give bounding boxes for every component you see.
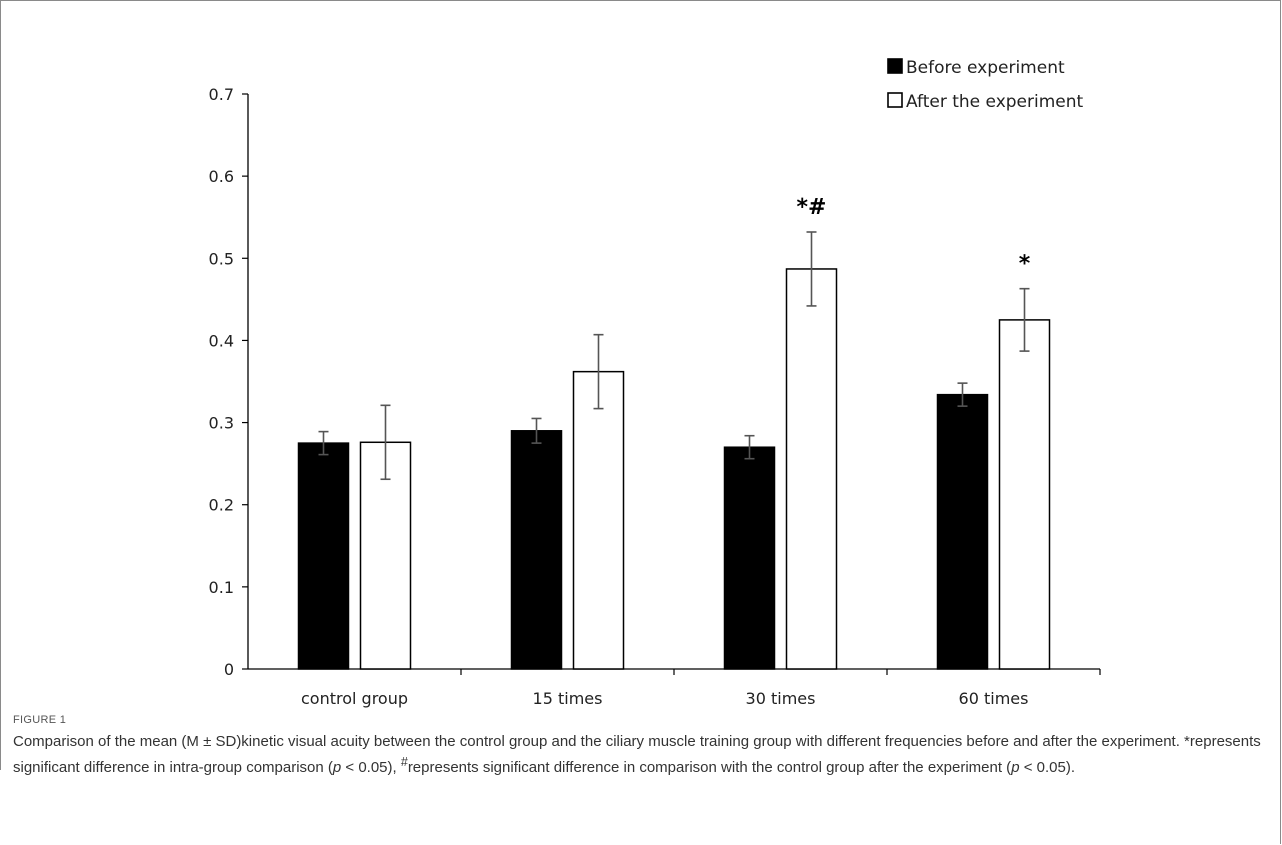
chart-axes: 0 0.1 0.2 0.3 0.4 0.5 0.6 0.7 control group 15 ti…	[209, 85, 1101, 708]
x-tick-label: 15 times	[533, 689, 603, 708]
bar	[998, 319, 1051, 670]
caption-text-3: represents significant difference in com…	[407, 759, 1012, 776]
y-tick-label: 0.7	[209, 85, 234, 104]
y-tick-label: 0.6	[209, 167, 234, 186]
legend-swatch	[887, 58, 903, 74]
y-tick-label: 0.4	[209, 331, 234, 350]
y-tick-label: 0.2	[209, 496, 234, 515]
caption-text-4: < 0.05).	[1019, 759, 1075, 776]
y-tick-label: 0.5	[209, 249, 234, 268]
figure-label: FIGURE 1	[13, 714, 67, 726]
bar	[510, 430, 563, 670]
bar	[297, 442, 350, 670]
significance-marker: *	[1019, 252, 1031, 277]
caption-p-symbol-1: p	[332, 759, 342, 776]
significance-marker: *#	[797, 195, 827, 220]
x-tick-label: control group	[301, 689, 408, 708]
bar	[572, 370, 625, 670]
chart-legend: Before experiment After the experiment	[887, 58, 1084, 112]
x-tick-label: 60 times	[959, 689, 1029, 708]
figure-frame-left-border	[0, 0, 1, 770]
caption-text-1: Comparison of the mean (M ± SD)kinetic v…	[13, 733, 1261, 776]
caption-hash-symbol: #	[400, 755, 408, 769]
legend-label: Before experiment	[906, 58, 1065, 78]
caption-text-2: < 0.05),	[341, 759, 401, 776]
bar	[359, 441, 412, 670]
x-tick-label: 30 times	[746, 689, 816, 708]
y-tick-label: 0.1	[209, 578, 234, 597]
legend-label: After the experiment	[906, 92, 1084, 112]
figure-caption: FIGURE 1 Comparison of the mean (M ± SD)…	[13, 714, 1263, 778]
bar	[936, 393, 989, 670]
y-tick-label: 0	[224, 660, 234, 679]
bar	[785, 268, 838, 670]
y-tick-label: 0.3	[209, 414, 234, 433]
bar-chart: 0 0.1 0.2 0.3 0.4 0.5 0.6 0.7 control group 15 ti…	[209, 58, 1101, 708]
legend-swatch	[887, 92, 903, 108]
chart-bars: *# *	[297, 195, 1051, 670]
bar	[723, 446, 776, 670]
figure-caption-text: Comparison of the mean (M ± SD)kinetic v…	[13, 732, 1263, 778]
caption-p-symbol-2: p	[1011, 759, 1020, 776]
